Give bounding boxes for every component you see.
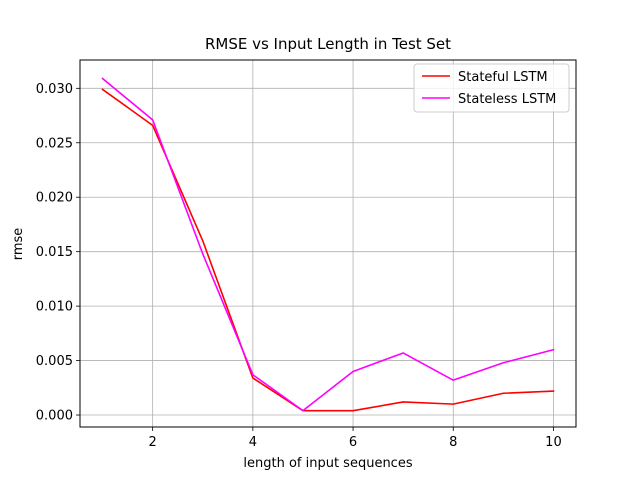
y-axis-label: rmse — [11, 228, 26, 261]
x-tick-label: 6 — [349, 435, 357, 450]
legend-label-stateless-lstm: Stateless LSTM — [458, 92, 556, 107]
y-tick-label: 0.030 — [36, 82, 73, 97]
y-tick-label: 0.025 — [36, 136, 73, 151]
legend: Stateful LSTM Stateless LSTM — [413, 63, 570, 113]
legend-box — [413, 63, 570, 113]
x-tick-label: 4 — [249, 435, 257, 450]
x-tick-label: 10 — [545, 435, 562, 450]
y-tick-label: 0.005 — [36, 354, 73, 369]
x-axis-label: length of input sequences — [243, 456, 412, 471]
series-line-stateless-lstm — [101, 77, 555, 412]
y-tick-label: 0.010 — [36, 300, 73, 315]
x-tick-label: 2 — [149, 435, 157, 450]
series-layer — [101, 77, 555, 412]
series-line-stateful-lstm — [101, 88, 555, 412]
chart-title: RMSE vs Input Length in Test Set — [205, 35, 451, 53]
y-tick-label: 0.015 — [36, 245, 73, 260]
y-grid-lines — [80, 87, 576, 416]
y-tick-label: 0.000 — [36, 409, 73, 424]
y-tick-label: 0.020 — [36, 191, 73, 206]
y-axis-ticks: 0.000 0.005 0.010 0.015 0.020 0.025 0.030 — [36, 82, 80, 424]
plot-frame — [79, 59, 577, 428]
x-tick-label: 8 — [449, 435, 457, 450]
legend-label-stateful-lstm: Stateful LSTM — [458, 70, 548, 85]
x-axis-ticks: 2 4 6 8 10 — [149, 427, 562, 450]
